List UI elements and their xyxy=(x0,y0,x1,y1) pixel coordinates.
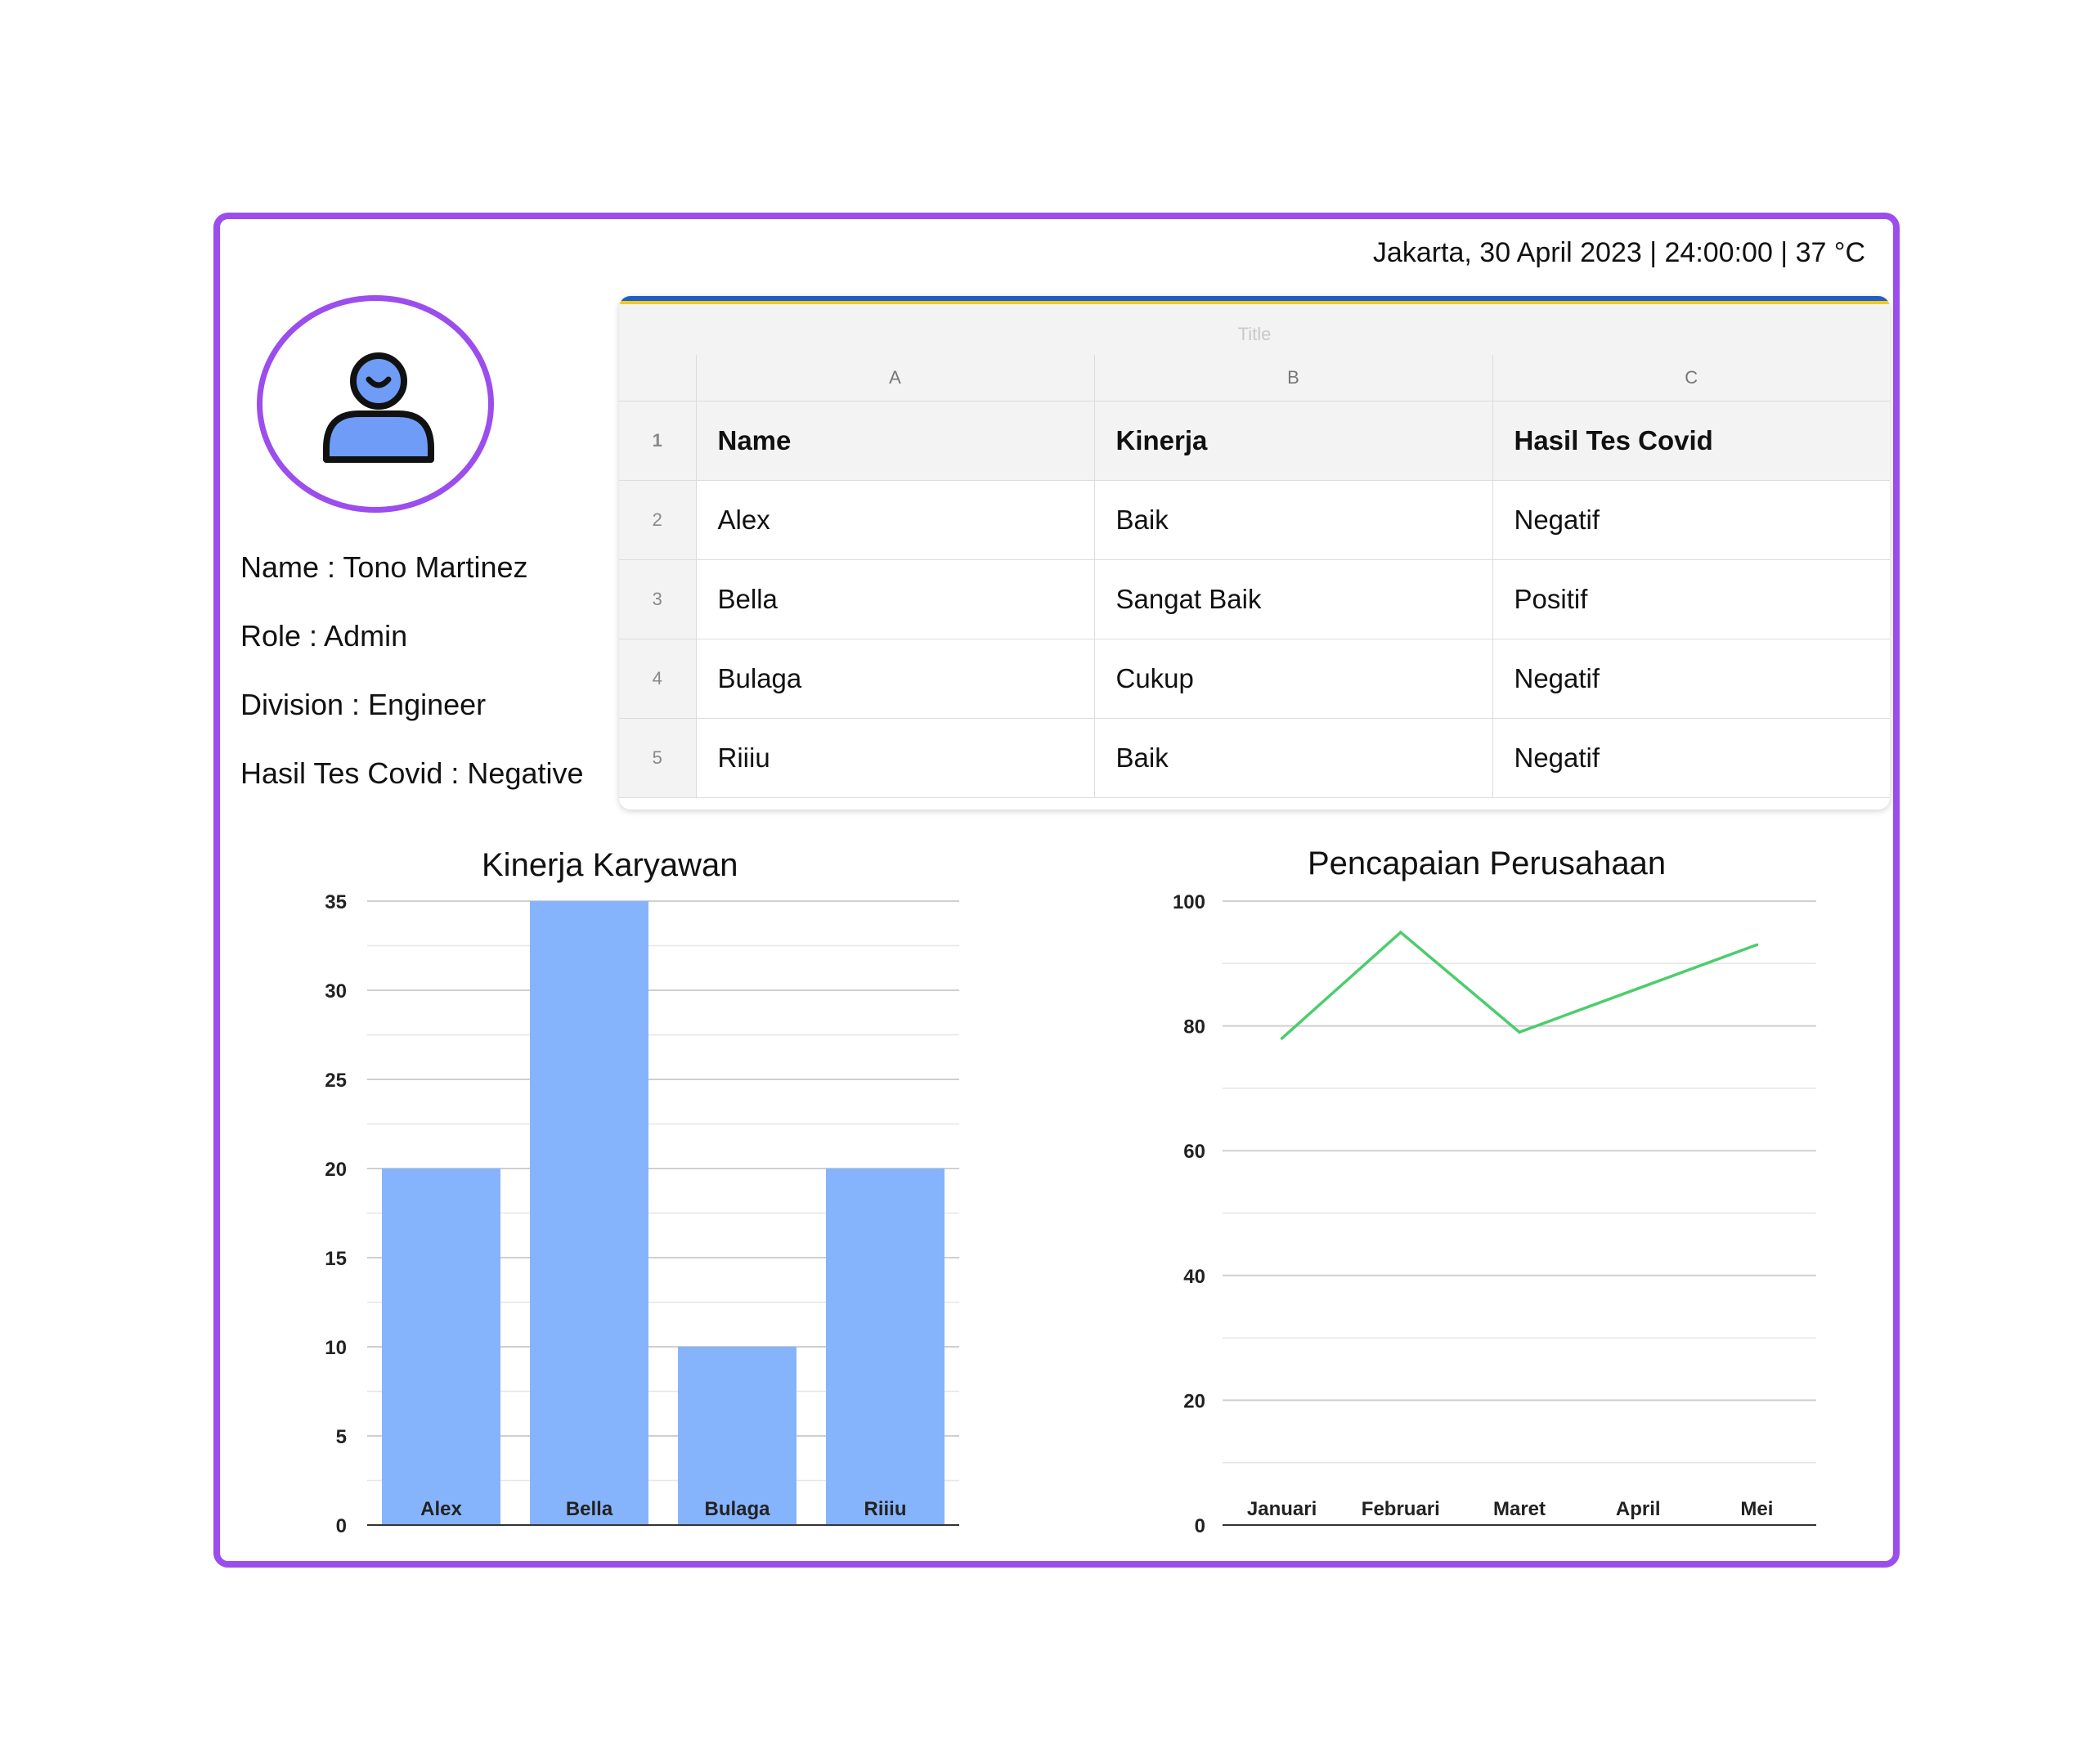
x-tick-label: Mei xyxy=(1740,1498,1773,1520)
profile-division: Division : Engineer xyxy=(240,688,487,721)
data-point xyxy=(1755,943,1759,947)
cell[interactable]: Baik xyxy=(1093,479,1493,560)
column-header-c[interactable]: C xyxy=(1492,355,1890,401)
x-tick-label: Februari xyxy=(1362,1498,1440,1520)
bar-chart: 0 5 10 15 20 25 30 35 Alex Bella Bulaga Riiiu xyxy=(325,891,959,1537)
user-icon xyxy=(323,352,434,463)
table-header-row: 1 Name Kinerja Hasil Tes Covid xyxy=(619,400,1890,481)
sheet-accent-bar xyxy=(619,296,1890,301)
corner-cell[interactable] xyxy=(619,355,697,401)
cell[interactable]: Cukup xyxy=(1093,638,1493,719)
cell[interactable]: Positif xyxy=(1492,559,1890,639)
y-tick-label: 30 xyxy=(325,980,347,1003)
cell[interactable]: Name xyxy=(695,400,1095,481)
x-tick-label: Bella xyxy=(566,1498,613,1520)
x-tick-label: Riiiu xyxy=(864,1498,907,1520)
cell[interactable]: Riiiu xyxy=(695,717,1095,798)
y-tick-label: 20 xyxy=(1183,1390,1205,1412)
y-tick-label: 40 xyxy=(1183,1266,1205,1288)
sheet-grid: A B C 1 Name Kinerja Hasil Tes Covid 2 A… xyxy=(619,355,1890,798)
cell[interactable]: Bulaga xyxy=(695,638,1095,719)
y-tick-label: 35 xyxy=(325,891,347,913)
sheet-accent-bar-secondary xyxy=(619,301,1890,304)
y-tick-label: 0 xyxy=(336,1515,347,1537)
status-bar-text: Jakarta, 30 April 2023 | 24:00:00 | 37 °… xyxy=(1372,237,1865,268)
y-tick-label: 100 xyxy=(1173,891,1205,913)
table-row: 2 Alex Baik Negatif xyxy=(619,479,1890,560)
column-header-b[interactable]: B xyxy=(1093,355,1493,401)
data-point xyxy=(1518,1030,1521,1034)
y-tick-label: 25 xyxy=(325,1070,347,1092)
cell[interactable]: Negatif xyxy=(1492,638,1890,719)
cell[interactable]: Alex xyxy=(695,479,1095,560)
profile-name: Name : Tono Martinez xyxy=(240,550,528,584)
bar xyxy=(826,1169,945,1525)
cell[interactable]: Baik xyxy=(1093,717,1493,798)
series-line xyxy=(1281,930,1758,1040)
profile-info: Name : Tono Martinez Role : Admin Divisi… xyxy=(240,550,584,825)
y-tick-label: 80 xyxy=(1183,1016,1205,1039)
cell[interactable]: Negatif xyxy=(1492,717,1890,798)
row-number[interactable]: 4 xyxy=(619,638,697,719)
y-tick-label: 5 xyxy=(336,1426,347,1448)
profile-role: Role : Admin xyxy=(240,619,408,653)
y-tick-label: 10 xyxy=(325,1337,347,1359)
bar xyxy=(530,901,648,1525)
data-point xyxy=(1636,987,1640,990)
avatar[interactable] xyxy=(257,295,494,513)
x-tick-label: Januari xyxy=(1247,1498,1317,1520)
table-row: 4 Bulaga Cukup Negatif xyxy=(619,638,1890,719)
x-tick-label: April xyxy=(1616,1498,1661,1520)
dashboard-frame: Jakarta, 30 April 2023 | 24:00:00 | 37 °… xyxy=(213,213,1900,1568)
y-tick-label: 15 xyxy=(325,1248,347,1270)
profile-covid: Hasil Tes Covid : Negative xyxy=(240,756,584,790)
row-number[interactable]: 2 xyxy=(619,479,697,560)
row-number[interactable]: 5 xyxy=(619,717,697,798)
line-chart-title: Pencapaian Perusahaan xyxy=(1308,846,1667,882)
column-header-a[interactable]: A xyxy=(695,355,1095,401)
cell[interactable]: Negatif xyxy=(1492,479,1890,560)
x-tick-label: Maret xyxy=(1493,1498,1546,1520)
x-tick-label: Alex xyxy=(420,1498,462,1520)
bar-chart-title: Kinerja Karyawan xyxy=(482,847,738,883)
y-tick-label: 60 xyxy=(1183,1141,1205,1163)
bar xyxy=(678,1347,796,1525)
table-row: 5 Riiiu Baik Negatif xyxy=(619,717,1890,798)
x-tick-label: Bulaga xyxy=(704,1498,770,1520)
line-chart: 0 20 40 60 80 100 Januari Februari Maret April Mei xyxy=(1173,891,1816,1537)
table-row: 3 Bella Sangat Baik Positif xyxy=(619,559,1890,639)
y-tick-label: 0 xyxy=(1195,1515,1205,1537)
cell[interactable]: Kinerja xyxy=(1093,400,1493,481)
cell[interactable]: Hasil Tes Covid xyxy=(1492,400,1890,481)
cell[interactable]: Bella xyxy=(695,559,1095,639)
y-tick-label: 20 xyxy=(325,1159,347,1181)
sheet-title-bar: Title xyxy=(619,304,1890,355)
row-number[interactable]: 1 xyxy=(619,400,697,481)
spreadsheet: Title A B C 1 Name Kinerja Hasil Tes Cov… xyxy=(619,296,1890,810)
data-point xyxy=(1280,1037,1284,1040)
sheet-title[interactable]: Title xyxy=(1237,324,1272,344)
data-point xyxy=(1399,931,1402,934)
bar xyxy=(382,1169,500,1525)
